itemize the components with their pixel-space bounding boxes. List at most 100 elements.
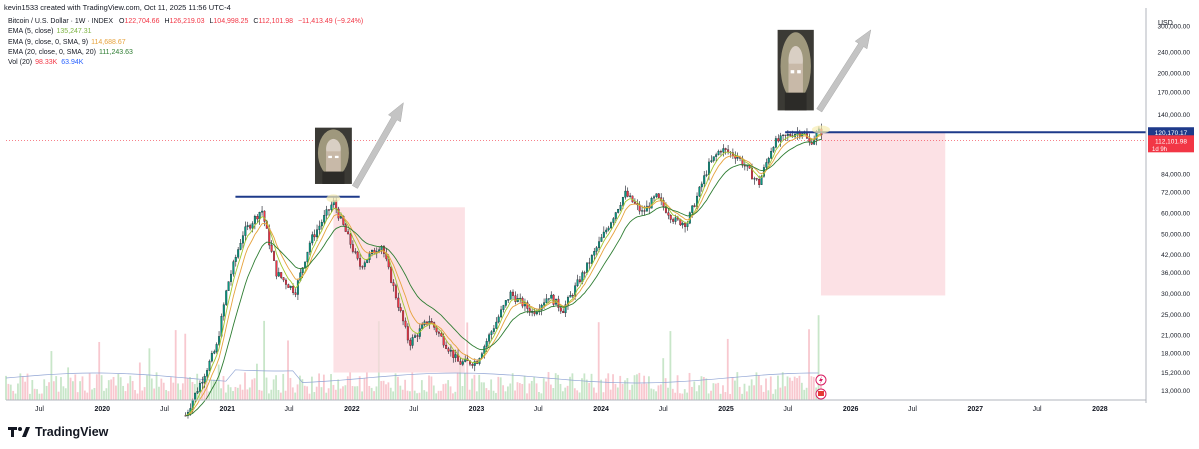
volume-bar — [440, 390, 442, 400]
volume-bar — [659, 384, 662, 400]
candle-body — [366, 259, 369, 263]
ema1-row[interactable]: EMA (5, close) 135,247.31 — [8, 27, 363, 37]
candle-body — [404, 320, 407, 327]
candle-body — [282, 277, 285, 281]
volume-row[interactable]: Vol (20) 98.33K 63.94K — [8, 58, 363, 68]
volume-bars — [5, 315, 822, 400]
volume-bar — [253, 378, 256, 400]
candle-body — [698, 186, 701, 197]
candle-body — [304, 261, 307, 268]
candle-body — [325, 209, 328, 216]
volume-bar — [337, 379, 340, 400]
volume-bar — [189, 377, 191, 400]
candle-body — [232, 261, 235, 275]
image-face — [788, 63, 803, 93]
candle-body — [653, 196, 656, 199]
y-tick-label: 84,000.00 — [1161, 171, 1190, 178]
volume-bar — [201, 390, 203, 400]
y-tick-label: 42,000.00 — [1161, 252, 1190, 259]
candle-body — [471, 364, 474, 366]
candle-body — [406, 326, 409, 341]
volume-bar — [741, 393, 744, 400]
volume-bar — [820, 376, 822, 400]
volume-bar — [444, 383, 447, 400]
volume-bar — [561, 391, 564, 400]
candle-body — [359, 258, 362, 267]
candle-body — [392, 282, 395, 286]
volume-bar — [122, 385, 125, 400]
volume-bar — [657, 385, 660, 400]
candle-body — [411, 337, 414, 346]
volume-bar — [213, 379, 215, 400]
volume-bar — [521, 383, 524, 400]
volume-bar — [757, 375, 760, 400]
volume-bar — [540, 393, 543, 400]
image-shoulders — [784, 92, 807, 111]
candle-body — [509, 291, 512, 300]
x-tick-label: 2027 — [968, 406, 984, 413]
volume-bar — [322, 374, 325, 400]
volume-bar — [571, 373, 574, 400]
level-price-label: 120,170.17 — [1155, 130, 1188, 137]
volume-bar — [177, 383, 179, 400]
x-tick-label: Jul — [285, 406, 294, 413]
candle-body — [566, 297, 569, 305]
volume-bar — [714, 383, 717, 400]
candle-body — [521, 297, 524, 307]
volume-bar — [158, 386, 160, 400]
volume-bar — [308, 393, 311, 400]
candle-body — [602, 231, 605, 238]
symbol-name[interactable]: Bitcoin / U.S. Dollar · 1W · INDEX — [8, 18, 114, 25]
ema3-label: EMA (20, close, 0, SMA, 20) — [8, 48, 96, 56]
volume-bar — [267, 393, 270, 400]
volume-bar — [717, 382, 720, 400]
volume-bar — [349, 372, 352, 400]
volume-bar — [442, 384, 445, 400]
low-label: L — [209, 18, 214, 25]
candle-body — [253, 216, 256, 224]
candle-body — [610, 222, 612, 229]
candle-body — [641, 210, 644, 212]
ema2-row[interactable]: EMA (9, close, 0, SMA, 9) 114,688.67 — [8, 38, 363, 48]
volume-bar — [246, 389, 249, 400]
volume-bar — [299, 375, 301, 400]
volume-bar — [485, 388, 488, 400]
volume-bar — [683, 389, 686, 400]
volume-bar — [64, 388, 67, 400]
volume-bar — [698, 385, 700, 400]
volume-bar — [5, 375, 7, 400]
volume-bar — [545, 381, 548, 400]
currency-label: USD — [1158, 20, 1173, 27]
volume-bar — [351, 386, 354, 400]
volume-bar — [674, 392, 677, 400]
volume-bar — [452, 393, 454, 400]
volume-bar — [361, 391, 364, 400]
candle-body — [289, 285, 292, 288]
volume-bar — [296, 384, 299, 400]
volume-bar — [270, 389, 273, 400]
volume-bar — [547, 372, 550, 400]
volume-bar — [734, 380, 736, 400]
volume-bar — [743, 383, 746, 400]
volume-bar — [55, 376, 58, 400]
volume-bar — [251, 379, 254, 400]
volume-bar — [394, 373, 397, 400]
volume-bar — [36, 389, 38, 400]
volume-bar — [193, 383, 196, 400]
volume-bar — [432, 385, 435, 400]
x-tick-label: 2025 — [718, 406, 734, 413]
volume-bar — [172, 382, 175, 400]
volume-bar — [222, 376, 225, 400]
candle-body — [399, 307, 402, 311]
candle-body — [339, 216, 342, 219]
ema3-row[interactable]: EMA (20, close, 0, SMA, 20) 111,243.63 — [8, 48, 363, 58]
figure-image — [777, 29, 814, 111]
candle-body — [409, 339, 412, 346]
ema1-label: EMA (5, close) — [8, 28, 54, 36]
candle-body — [361, 266, 364, 268]
volume-bar — [569, 376, 571, 400]
candle-body — [301, 267, 304, 273]
candle-body — [583, 272, 586, 274]
candle-body — [528, 308, 531, 313]
